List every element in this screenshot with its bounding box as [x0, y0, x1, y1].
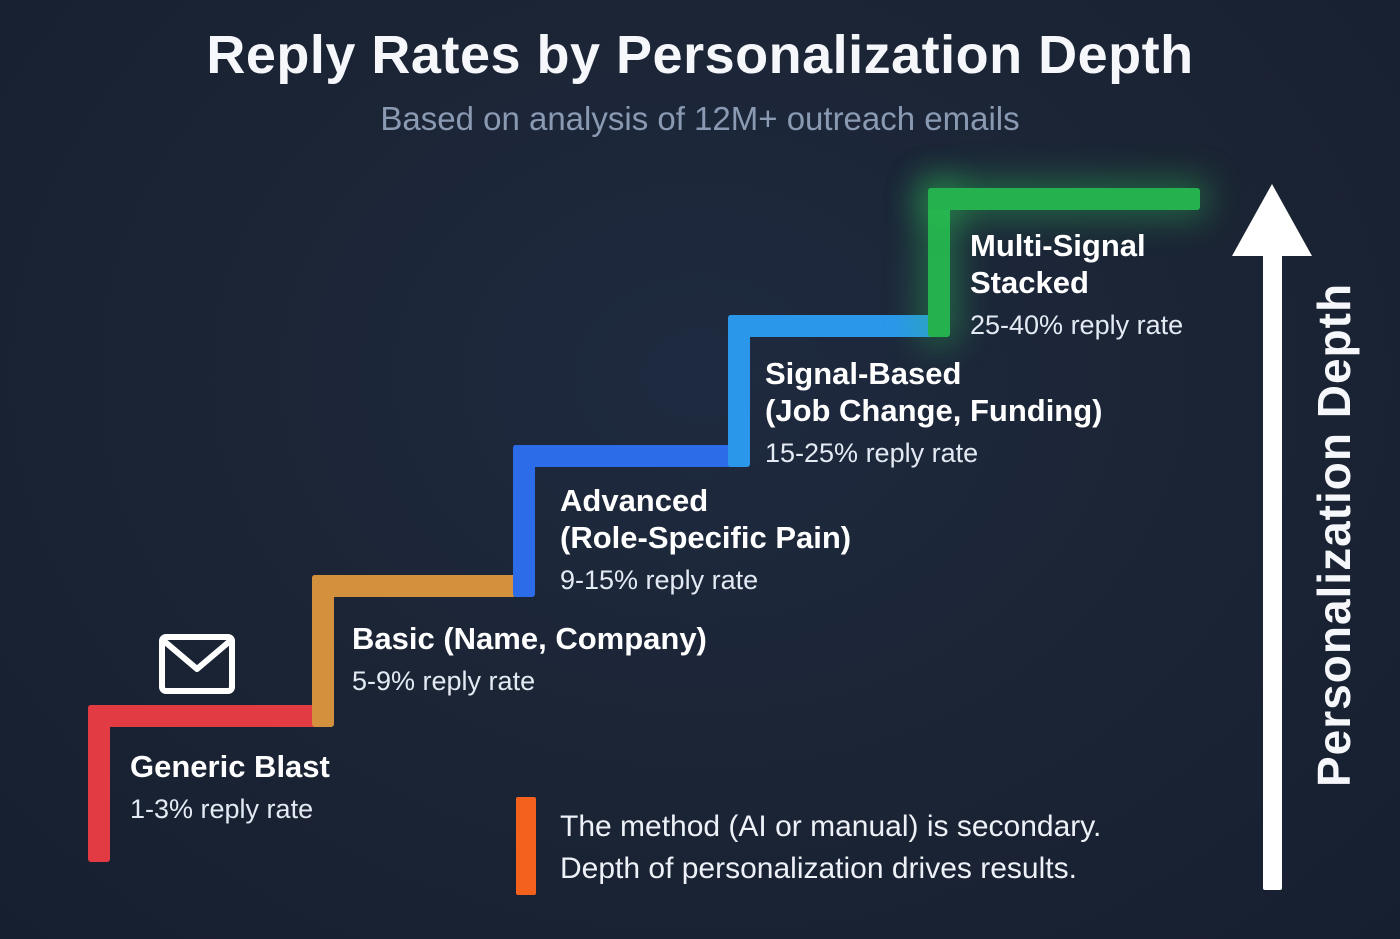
step-5-label-group: Multi-Signal Stacked 25-40% reply rate — [970, 227, 1183, 341]
step-1-rate: 1-3% reply rate — [130, 794, 314, 824]
footnote-accent-bar — [516, 797, 536, 895]
y-axis-label: Personalization Depth — [1308, 282, 1360, 788]
depth-arrow-shaft — [1263, 252, 1282, 890]
step-1-vertical-bar — [88, 705, 110, 862]
step-2-vertical-bar — [312, 575, 334, 727]
step-3-horizontal-bar — [513, 445, 747, 467]
step-2-rate: 5-9% reply rate — [352, 666, 536, 696]
page-title: Reply Rates by Personalization Depth — [206, 25, 1194, 85]
step-4-vertical-bar — [728, 315, 750, 467]
step-3-rate: 9-15% reply rate — [560, 565, 759, 595]
step-4-rate: 15-25% reply rate — [765, 438, 979, 468]
step-1-label: Generic Blast — [130, 749, 330, 784]
envelope-icon — [159, 634, 235, 694]
step-1-horizontal-bar — [88, 705, 331, 727]
step-4-horizontal-bar — [728, 315, 937, 337]
step-2-label-group: Basic (Name, Company) 5-9% reply rate — [352, 620, 707, 697]
step-5-label-line-2: Stacked — [970, 265, 1089, 300]
step-4-label-line-1: Signal-Based — [765, 356, 962, 391]
footnote: The method (AI or manual) is secondary. … — [560, 806, 1101, 890]
step-4-label-group: Signal-Based (Job Change, Funding) 15-25… — [765, 355, 1103, 469]
depth-arrow-head-icon — [1232, 184, 1312, 256]
step-1-label-group: Generic Blast 1-3% reply rate — [130, 748, 330, 825]
step-4-label-line-2: (Job Change, Funding) — [765, 393, 1103, 428]
step-5-vertical-bar — [928, 188, 950, 337]
step-3-vertical-bar — [513, 445, 535, 597]
step-5-horizontal-bar — [928, 188, 1200, 210]
step-5-rate: 25-40% reply rate — [970, 310, 1184, 340]
step-2-horizontal-bar — [312, 575, 516, 597]
step-3-label-line-2: (Role-Specific Pain) — [560, 520, 852, 555]
step-2-label: Basic (Name, Company) — [352, 621, 707, 656]
page-subtitle: Based on analysis of 12M+ outreach email… — [380, 100, 1020, 137]
step-5-label-line-1: Multi-Signal — [970, 228, 1146, 263]
step-3-label-line-1: Advanced — [560, 483, 709, 518]
footnote-line-2: Depth of personalization drives results. — [560, 852, 1077, 885]
step-3-label-group: Advanced (Role-Specific Pain) 9-15% repl… — [560, 482, 851, 596]
footnote-line-1: The method (AI or manual) is secondary. — [560, 810, 1102, 843]
